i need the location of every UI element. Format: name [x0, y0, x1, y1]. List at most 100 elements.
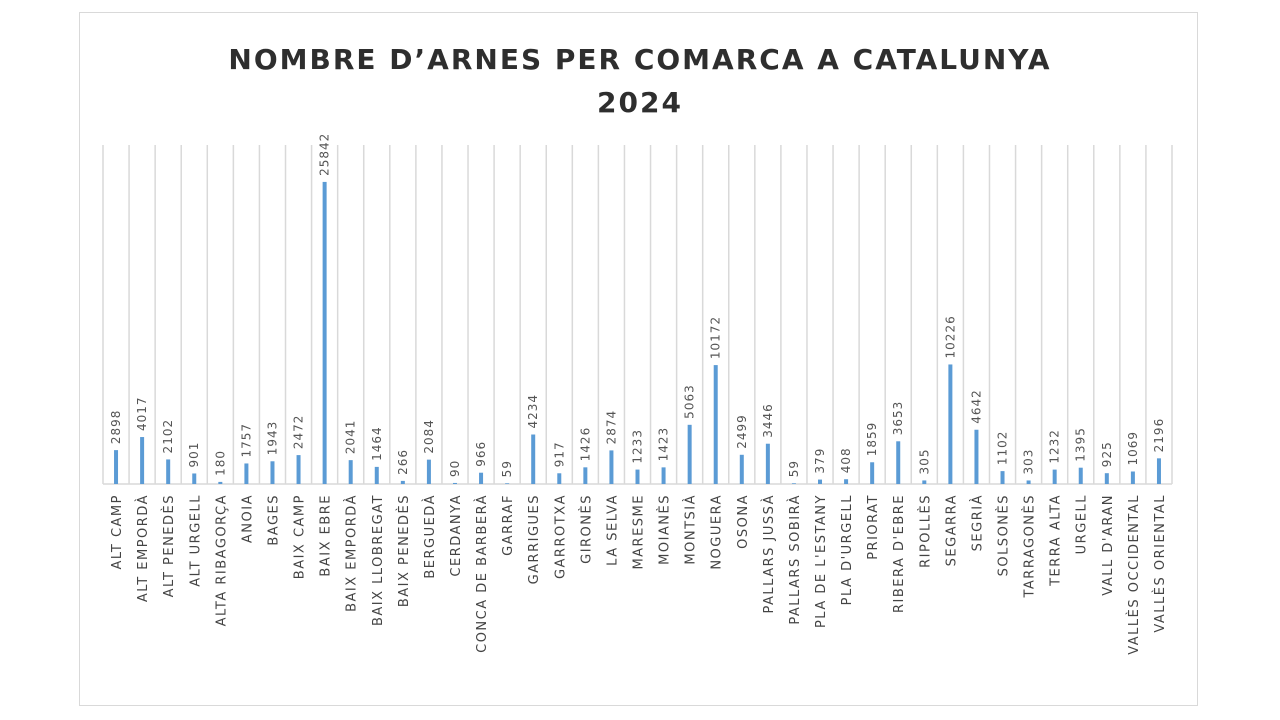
category-label: CERDANYA	[449, 494, 464, 577]
bar	[557, 473, 562, 484]
data-label: 266	[396, 449, 410, 475]
bar	[296, 455, 301, 484]
category-label: TERRA ALTA	[1049, 494, 1064, 587]
bar	[505, 483, 510, 484]
category-label: BAIX CAMP	[293, 494, 308, 579]
bar	[974, 429, 979, 484]
bar	[948, 364, 953, 484]
category-label: PRIORAT	[866, 494, 881, 560]
data-label: 25842	[318, 133, 332, 176]
data-label: 379	[813, 448, 827, 474]
category-label: ANOIA	[240, 494, 255, 543]
bar	[400, 480, 405, 484]
data-label: 2084	[422, 419, 436, 454]
category-label: GARRIGUES	[527, 494, 542, 584]
data-label: 408	[839, 447, 853, 473]
bar	[374, 466, 379, 484]
category-label: ALT CAMP	[110, 494, 125, 569]
bar	[661, 467, 666, 484]
category-label: BAIX LLOBREGAT	[371, 494, 386, 626]
bar	[635, 469, 640, 484]
category-label: PALLARS SOBIRÀ	[787, 494, 803, 625]
bar	[765, 443, 770, 484]
bar	[1104, 473, 1109, 484]
category-label: GIRONÈS	[578, 494, 594, 564]
category-label: ALT URGELL	[188, 494, 203, 587]
data-label: 966	[474, 441, 488, 467]
bar	[192, 473, 197, 484]
bar	[140, 437, 145, 484]
bar	[270, 461, 275, 484]
data-label: 10172	[709, 316, 723, 359]
data-label: 2102	[161, 419, 175, 454]
data-label: 925	[1100, 441, 1114, 467]
data-label: 1426	[578, 427, 592, 462]
category-label: VALL D'ARAN	[1101, 494, 1116, 596]
category-label: BAIX EBRE	[319, 494, 334, 577]
bar	[166, 459, 171, 484]
data-label: 4642	[969, 389, 983, 424]
data-label: 59	[500, 460, 514, 477]
bar	[1130, 471, 1135, 484]
category-label: CONCA DE BARBERÀ	[474, 494, 490, 653]
bar	[1052, 469, 1057, 484]
data-label: 180	[213, 450, 227, 476]
data-label: 1232	[1048, 429, 1062, 464]
category-label: SEGRIÀ	[969, 494, 985, 551]
data-label: 1233	[631, 429, 645, 464]
bar	[218, 481, 223, 484]
category-label: VALLÈS OCCIDENTAL	[1126, 494, 1142, 655]
category-label: LA SELVA	[605, 494, 620, 566]
bar	[452, 482, 457, 484]
data-label: 2874	[604, 410, 618, 445]
data-label: 2898	[109, 410, 123, 445]
bar	[244, 463, 249, 484]
category-label: ALT PENEDÈS	[161, 494, 177, 597]
category-label: NOGUERA	[710, 494, 725, 570]
data-label: 59	[787, 460, 801, 477]
data-label: 2196	[1152, 418, 1166, 453]
bar	[531, 434, 536, 484]
category-label: MOIANÈS	[657, 494, 673, 565]
category-label: MARESME	[632, 494, 647, 570]
bar	[896, 441, 901, 484]
data-label: 303	[1022, 449, 1036, 475]
data-label: 917	[552, 441, 566, 467]
category-label: BAGES	[266, 494, 281, 546]
data-label: 3446	[761, 403, 775, 438]
bar	[479, 472, 484, 484]
bar	[609, 450, 614, 484]
data-label: 1069	[1126, 431, 1140, 466]
category-label: PLA DE L'ESTANY	[814, 494, 829, 628]
category-label: RIBERA D'EBRE	[892, 494, 907, 613]
category-label: BAIX PENEDÈS	[396, 494, 412, 607]
category-label: GARRAF	[501, 494, 516, 556]
category-label: BERGUEDÀ	[422, 494, 438, 579]
chart-title: NOMBRE D’ARNES PER COMARCA A CATALUNYA 2…	[0, 38, 1280, 124]
bar	[791, 483, 796, 484]
category-label: PALLARS JUSSÀ	[761, 494, 777, 613]
bar	[1000, 471, 1005, 484]
category-label: PLA D'URGELL	[840, 494, 855, 605]
bar	[818, 479, 823, 484]
bar	[1026, 480, 1031, 484]
bar	[322, 181, 327, 484]
data-label: 3653	[891, 401, 905, 436]
bar	[713, 365, 718, 484]
data-label: 4234	[526, 394, 540, 429]
data-label: 1395	[1074, 427, 1088, 462]
category-label: SOLSONÈS	[996, 494, 1012, 576]
data-label: 2041	[344, 420, 358, 455]
data-label: 901	[187, 442, 201, 468]
category-label: SEGARRA	[944, 494, 959, 566]
bar	[922, 480, 927, 484]
data-label: 1102	[996, 431, 1010, 466]
data-label: 305	[917, 449, 931, 475]
chart-title-main: NOMBRE D’ARNES PER COMARCA A CATALUNYA	[228, 43, 1052, 76]
category-label: ALTA RIBAGORÇA	[214, 494, 229, 626]
data-label: 2472	[292, 415, 306, 450]
category-label: TARRAGONÈS	[1022, 494, 1038, 599]
bar	[1078, 467, 1083, 484]
category-label: MONTSIÀ	[683, 494, 699, 565]
data-label: 1423	[657, 427, 671, 462]
